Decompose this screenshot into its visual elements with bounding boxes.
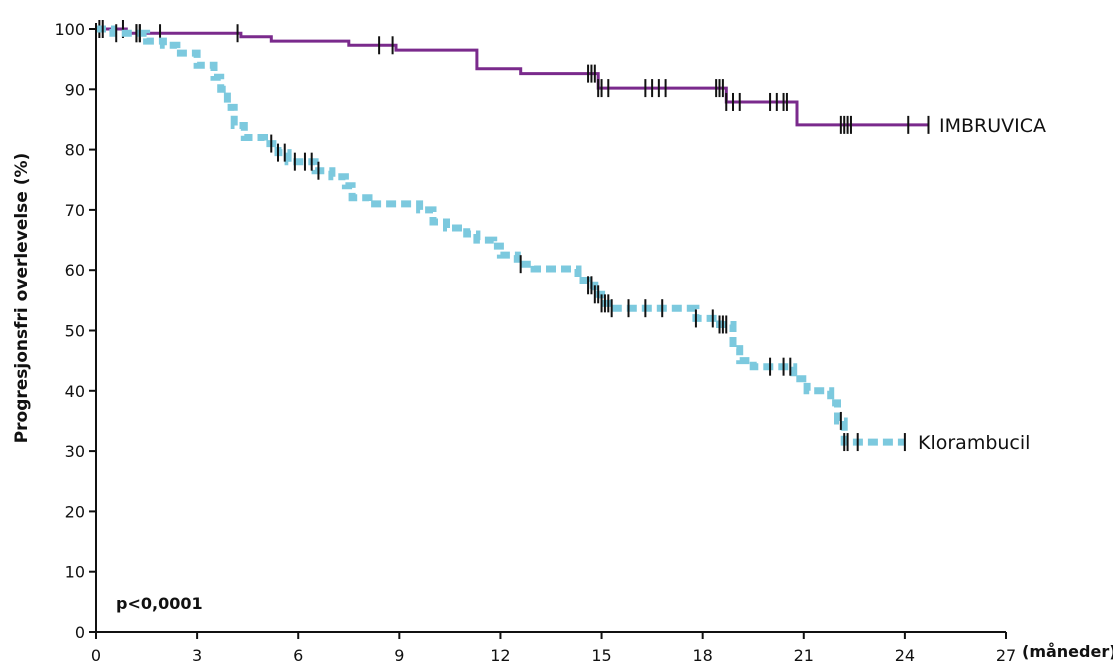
x-tick-label-27: 27 bbox=[996, 646, 1016, 665]
x-tick-label-12: 12 bbox=[490, 646, 510, 665]
x-tick-label-18: 18 bbox=[692, 646, 712, 665]
x-axis-unit-label: (måneder) bbox=[1022, 642, 1113, 661]
y-tick-label-100: 100 bbox=[54, 20, 85, 39]
x-tick-label-9: 9 bbox=[394, 646, 404, 665]
series-label-klorambucil: Klorambucil bbox=[918, 432, 1030, 454]
y-tick-label-70: 70 bbox=[65, 201, 85, 220]
series-label-imbruvica: IMBRUVICA bbox=[939, 115, 1046, 137]
x-tick-label-6: 6 bbox=[293, 646, 303, 665]
p-value-annotation: p<0,0001 bbox=[116, 594, 203, 613]
curve-klorambucil bbox=[96, 25, 905, 446]
y-tick-label-0: 0 bbox=[75, 623, 85, 642]
y-tick-label-50: 50 bbox=[65, 322, 85, 341]
y-tick-label-30: 30 bbox=[65, 442, 85, 461]
y-tick-label-90: 90 bbox=[65, 80, 85, 99]
x-tick-label-15: 15 bbox=[591, 646, 611, 665]
y-tick-label-20: 20 bbox=[65, 502, 85, 521]
x-tick-label-24: 24 bbox=[895, 646, 915, 665]
y-axis-label: Progresjonsfri overlevelse (%) bbox=[12, 153, 32, 444]
curves-layer bbox=[96, 20, 930, 452]
y-tick-label-60: 60 bbox=[65, 261, 85, 280]
y-tick-label-40: 40 bbox=[65, 382, 85, 401]
y-tick-label-10: 10 bbox=[65, 563, 85, 582]
axes-layer: 0 10 20 30 40 50 60 70 80 90 100 0 3 6 9 12 15 18 21 24 27 bbox=[54, 20, 1016, 665]
x-tick-label-21: 21 bbox=[794, 646, 814, 665]
y-tick-label-80: 80 bbox=[65, 141, 85, 160]
x-tick-label-0: 0 bbox=[91, 646, 101, 665]
x-tick-label-3: 3 bbox=[192, 646, 202, 665]
